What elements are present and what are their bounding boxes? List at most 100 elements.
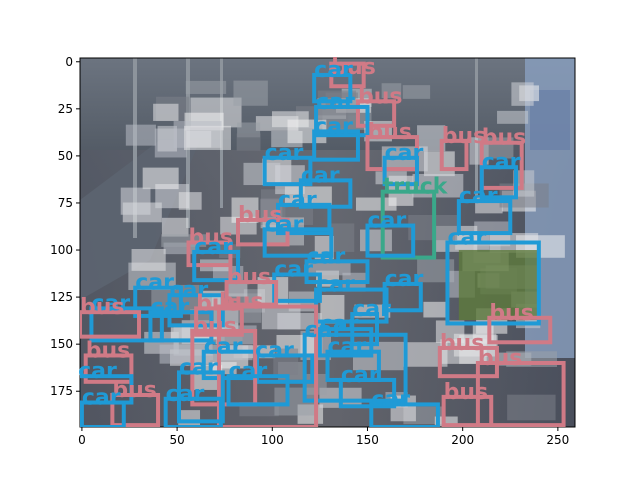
- vehicle-blob: [497, 110, 529, 124]
- car-detection-box: [304, 259, 370, 285]
- car-detection-label: car: [459, 184, 498, 209]
- x-tick-label: 100: [261, 433, 284, 447]
- vehicle-blob: [402, 85, 431, 99]
- car-detection-box: [369, 402, 440, 427]
- vehicle-blob: [308, 262, 351, 276]
- vehicle-blob: [178, 192, 202, 210]
- car-detection-label: car: [229, 359, 268, 384]
- car-detection-label: car: [316, 273, 355, 298]
- vehicle-blob: [131, 249, 166, 271]
- car-detection-box: [365, 223, 416, 258]
- vehicle-blob: [423, 301, 448, 318]
- car-detection-label: car: [91, 291, 130, 316]
- vehicle-blob: [157, 125, 177, 152]
- car-detection-label: car: [301, 163, 340, 188]
- vehicle-blob: [228, 280, 248, 297]
- detection-overlay: [80, 61, 566, 427]
- car-detection-box: [133, 285, 183, 318]
- y-tick-label: 75: [58, 196, 73, 210]
- car-detection-label: car: [135, 271, 174, 296]
- car-detection-box: [314, 104, 370, 138]
- vehicle-blob: [184, 125, 231, 150]
- bus-detection-label: bus: [489, 301, 534, 326]
- car-detection-box: [226, 374, 290, 407]
- car-detection-box: [80, 400, 126, 427]
- vehicle-blob: [233, 80, 268, 106]
- car-detection-label: car: [482, 150, 521, 175]
- y-tick-label: 25: [58, 102, 73, 116]
- car-detection-label: car: [447, 226, 486, 251]
- x-tick-label: 0: [78, 433, 86, 447]
- car-detection-label: car: [169, 278, 208, 303]
- vehicle-blob: [511, 82, 534, 106]
- vehicle-blob: [273, 348, 299, 376]
- car-detection-box: [302, 332, 408, 403]
- plot-axes: 0 50 100 150 200 250 0 25 50 75 100 125 150 175: [50, 55, 576, 447]
- car-detection-box: [312, 129, 360, 162]
- bus-detection-box: [83, 353, 134, 384]
- car-detection-label: car: [314, 58, 353, 83]
- car-detection-label: car: [82, 386, 121, 411]
- vehicle-blob: [243, 162, 281, 186]
- car-detection-box: [382, 155, 419, 187]
- vehicle-blob: [153, 103, 179, 121]
- y-tick-label: 125: [50, 290, 73, 304]
- car-detection-label: car: [278, 188, 317, 213]
- car-detection-label: car: [179, 355, 218, 380]
- vehicle-blob: [331, 223, 355, 252]
- green-bus-blob: [458, 250, 539, 321]
- bus-detection-label: bus: [112, 378, 157, 403]
- bus-detection-label: bus: [192, 314, 237, 339]
- car-detection-label: car: [371, 387, 410, 412]
- bus-detection-label: bus: [367, 120, 412, 145]
- y-tick-label: 0: [65, 55, 73, 69]
- car-detection-label: car: [194, 235, 233, 260]
- bus-detection-label: bus: [444, 380, 489, 405]
- car-detection-box: [317, 327, 374, 358]
- car-detection-box: [262, 227, 334, 258]
- truck-detection-label: truck: [383, 175, 449, 200]
- bus-detection-label: bus: [331, 55, 376, 80]
- y-tick-label: 100: [50, 243, 73, 257]
- vehicle-blob: [314, 235, 334, 260]
- car-detection-box: [192, 249, 241, 283]
- vehicle-blob: [185, 80, 227, 94]
- vehicle-blob: [423, 151, 455, 177]
- y-tick-label: 175: [50, 384, 73, 398]
- car-detection-label: car: [305, 318, 344, 343]
- bus-detection-box: [441, 394, 494, 427]
- car-detection-box: [262, 155, 313, 187]
- car-detection-label: car: [150, 295, 189, 320]
- car-detection-label: car: [320, 312, 359, 337]
- bus-detection-label: bus: [478, 346, 523, 371]
- car-detection-box: [479, 165, 518, 200]
- car-detection-label: car: [166, 382, 205, 407]
- vehicle-blob: [142, 167, 179, 190]
- car-detection-box: [163, 396, 223, 427]
- car-detection-label: car: [385, 267, 424, 292]
- car-detection-box: [148, 310, 214, 343]
- bus-detection-label: bus: [219, 290, 264, 315]
- vehicle-blob: [159, 344, 211, 364]
- car-detection-box: [89, 306, 164, 343]
- vehicle-blob: [161, 217, 189, 237]
- vehicle-blob: [513, 170, 535, 197]
- car-detection-label: car: [265, 212, 304, 237]
- car-detection-box: [338, 377, 397, 409]
- bus-detection-label: bus: [482, 126, 527, 151]
- x-tick-label: 150: [356, 433, 379, 447]
- vehicle-blob: [320, 294, 345, 324]
- car-detection-label: car: [385, 141, 424, 166]
- x-tick-label: 250: [546, 433, 569, 447]
- car-detection-box: [312, 72, 353, 104]
- car-detection-label: car: [265, 141, 304, 166]
- vehicle-blob: [236, 133, 261, 151]
- car-detection-label: car: [274, 258, 313, 283]
- vehicle-blob: [507, 394, 556, 421]
- bus-detection-box: [487, 315, 553, 345]
- vehicle-blob: [125, 124, 156, 146]
- car-detection-label: car: [328, 335, 367, 360]
- vehicle-blob: [120, 187, 151, 215]
- bus-detection-box: [80, 310, 142, 339]
- car-detection-box: [445, 240, 541, 326]
